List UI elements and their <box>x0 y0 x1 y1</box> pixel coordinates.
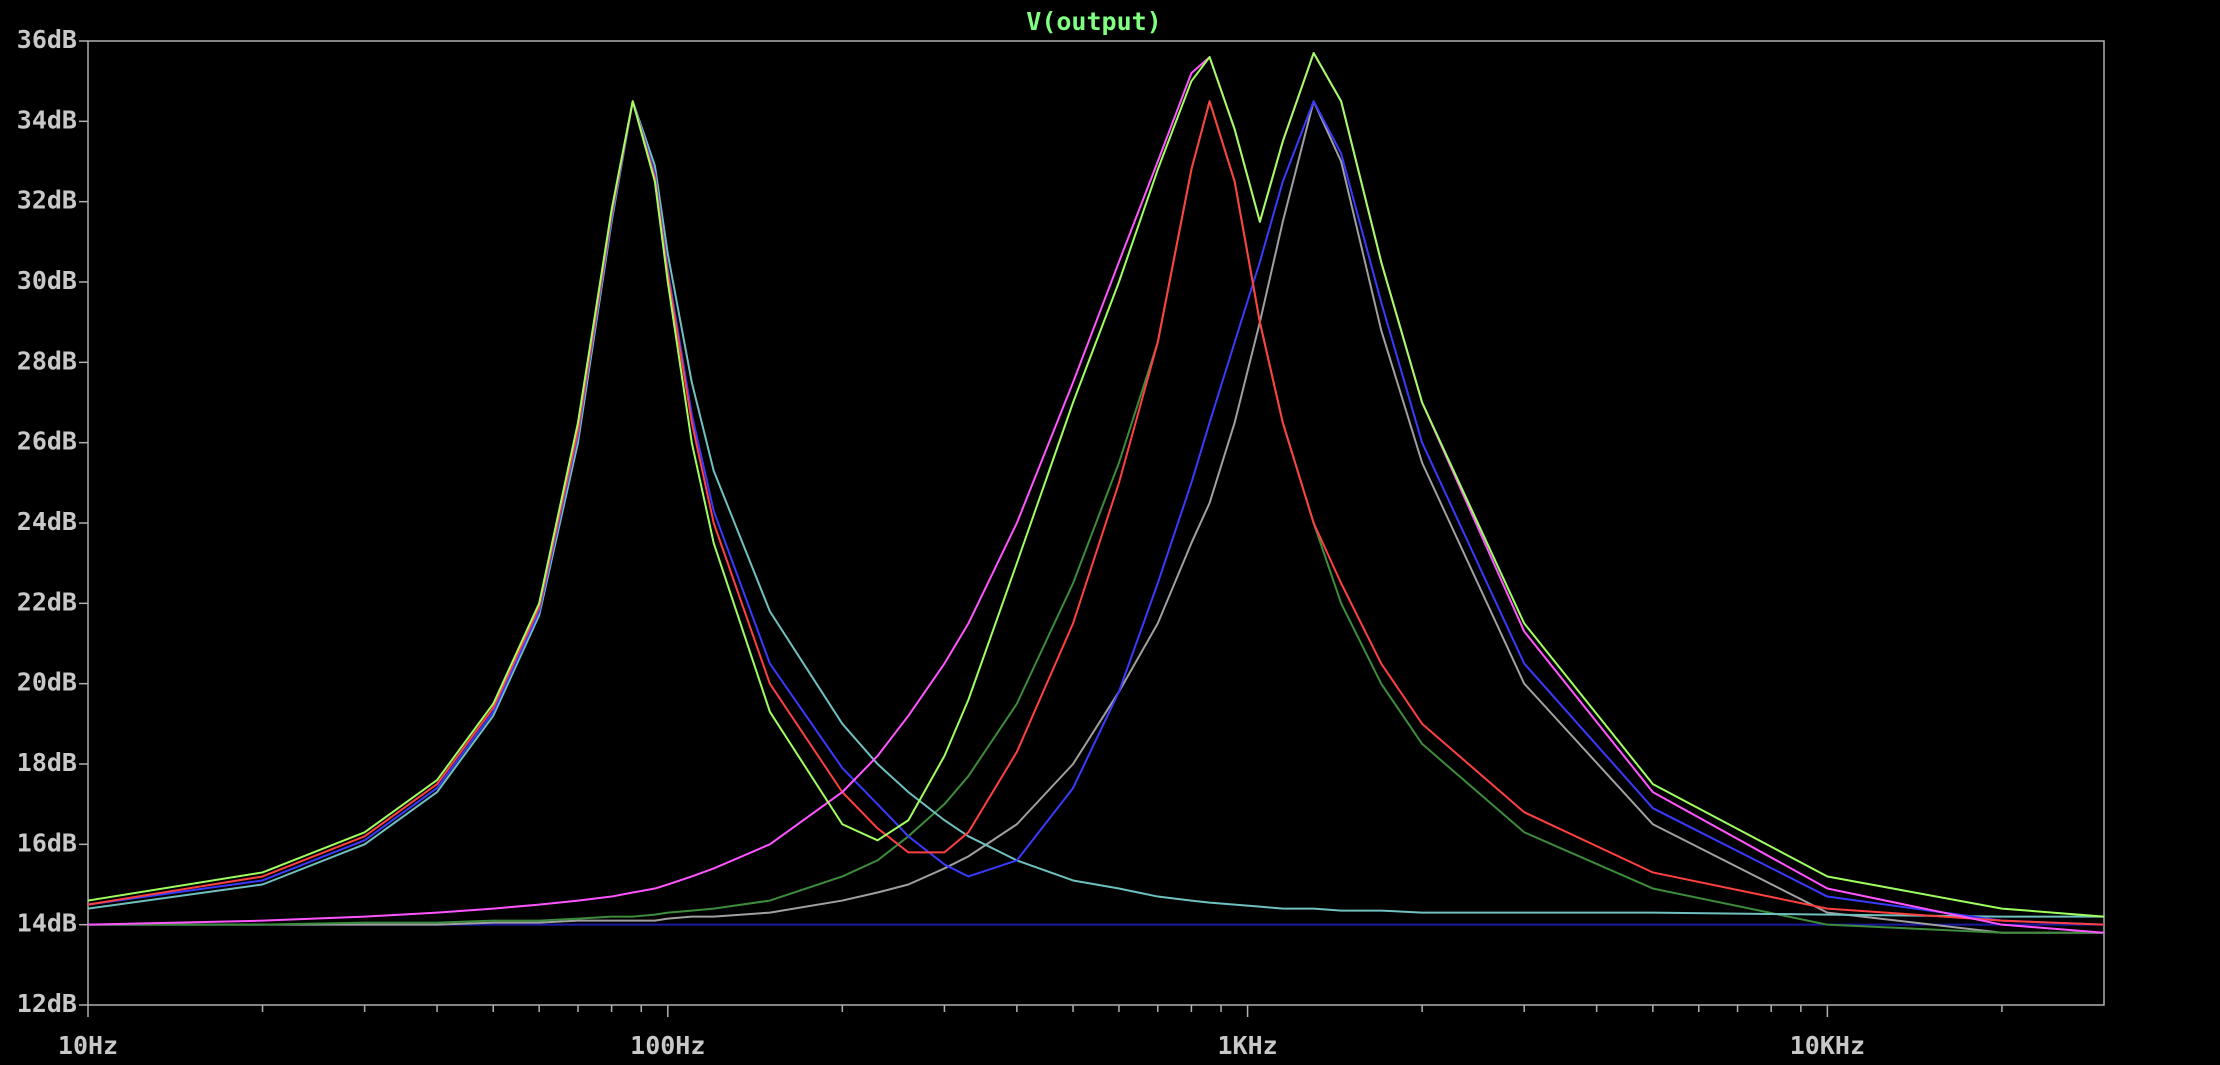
y-tick-label: 26dB <box>17 427 77 456</box>
y-tick-label: 22dB <box>17 587 77 616</box>
series-line <box>87 100 2105 926</box>
y-tick-label: 16dB <box>17 828 77 857</box>
series-line <box>88 100 2104 934</box>
y-tick-label: 14dB <box>17 909 77 938</box>
y-tick-label: 32dB <box>17 186 77 215</box>
y-tick-label: 12dB <box>17 989 77 1018</box>
y-tick-label: 20dB <box>17 668 77 697</box>
y-tick-label: 28dB <box>17 346 77 375</box>
chart-title: V(output) <box>1026 7 1161 36</box>
series-line <box>87 100 2104 918</box>
x-tick-label: 10Hz <box>58 1031 118 1060</box>
x-tick-label: 1KHz <box>1217 1031 1277 1060</box>
series-line <box>87 52 2105 918</box>
y-tick-label: 18dB <box>17 748 77 777</box>
y-tick-label: 34dB <box>17 105 77 134</box>
y-tick-label: 30dB <box>17 266 77 295</box>
series-line <box>87 52 2105 934</box>
y-tick-label: 24dB <box>17 507 77 536</box>
series-line <box>87 100 2105 926</box>
x-tick-label: 100Hz <box>630 1031 705 1060</box>
series-line <box>88 100 2104 934</box>
x-tick-label: 10KHz <box>1790 1031 1865 1060</box>
y-tick-label: 36dB <box>17 25 77 54</box>
